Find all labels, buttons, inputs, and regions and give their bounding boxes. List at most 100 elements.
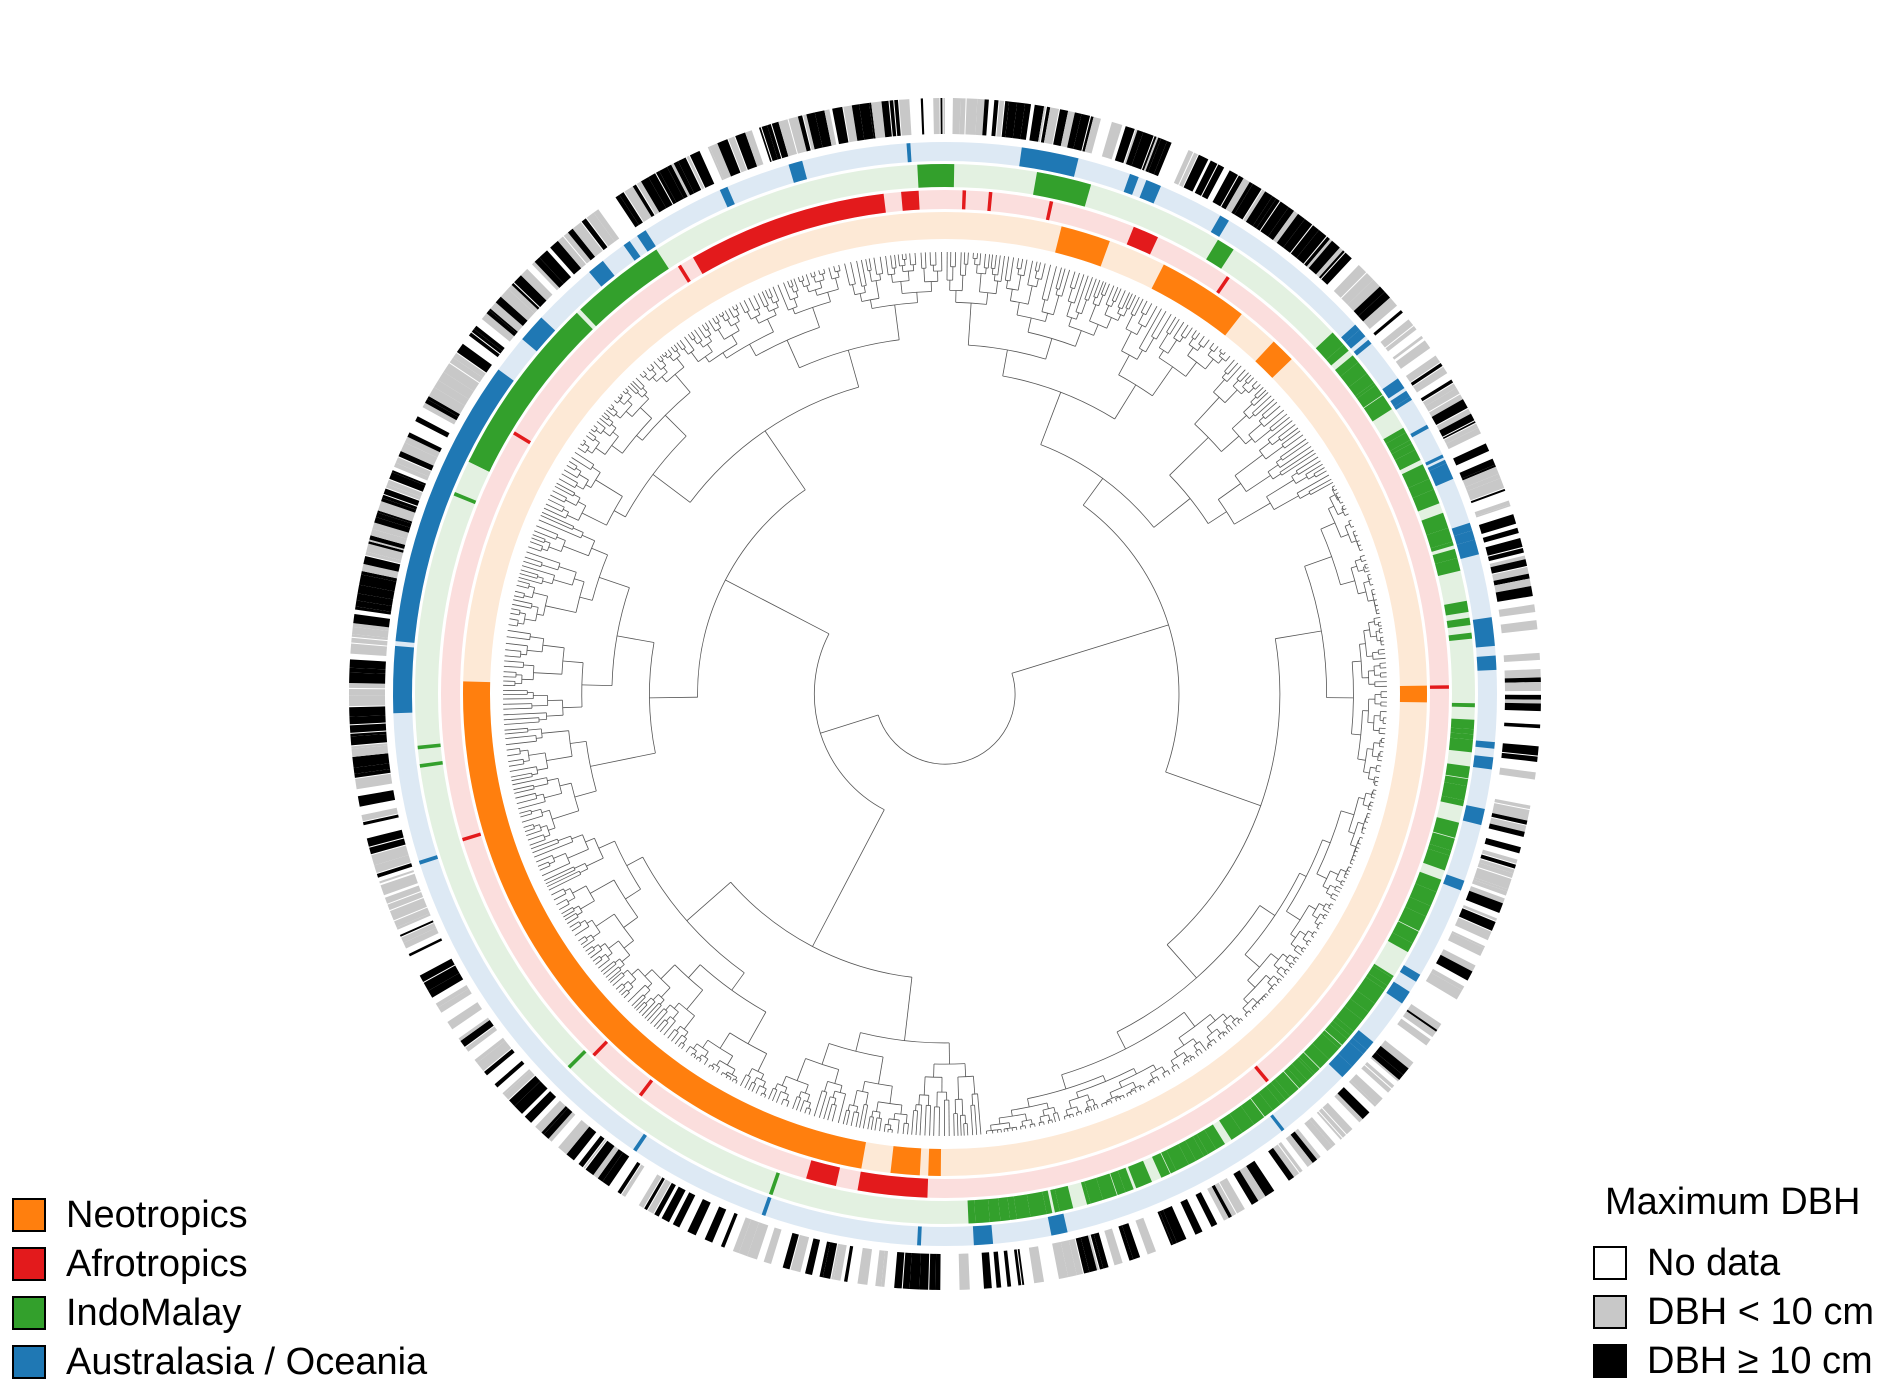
tree-branch <box>924 280 938 283</box>
tree-branch <box>599 577 630 588</box>
tree-branch <box>651 369 657 375</box>
indomalay-segment <box>1258 1086 1281 1111</box>
tree-branch <box>735 1080 738 1084</box>
tree-branch <box>865 259 869 271</box>
tree-branch <box>635 391 639 394</box>
dbh-small-mark <box>548 1112 576 1142</box>
tree-branch <box>1374 624 1379 626</box>
tree-branch <box>834 1090 846 1095</box>
tree-branch <box>1357 758 1366 761</box>
tree-branch <box>523 613 526 625</box>
dbh-large-mark <box>486 310 517 337</box>
tree-branch <box>1247 377 1254 384</box>
tree-branch <box>1280 438 1307 458</box>
dbh-large-mark <box>1493 573 1530 586</box>
dbh-small-mark <box>745 130 764 167</box>
tree-branch <box>1232 1017 1238 1023</box>
dbh-large-mark <box>1211 1184 1232 1219</box>
tree-branch <box>863 285 866 293</box>
dbh-large-mark <box>1436 954 1473 981</box>
tree-branch <box>548 546 562 552</box>
tree-branch <box>504 721 540 725</box>
dbh-small-mark <box>778 119 797 157</box>
tree-branch <box>577 501 586 507</box>
dbh-small-mark <box>1469 886 1505 904</box>
tree-branch <box>605 966 619 978</box>
tree-branch <box>1282 441 1309 461</box>
dbh-large-mark <box>602 1152 630 1187</box>
dbh-large-mark <box>935 1253 941 1290</box>
tree-branch <box>1087 1094 1091 1101</box>
tree-branch <box>573 905 579 910</box>
tree-branch <box>870 1116 874 1118</box>
tree-branch <box>1288 965 1293 969</box>
dbh-large-mark <box>471 329 503 354</box>
dbh-large-mark <box>1180 1199 1203 1235</box>
tree-branch <box>831 1105 837 1122</box>
tree-branch <box>579 919 586 924</box>
tree-branch <box>573 866 576 871</box>
dbh-large-mark <box>1480 854 1516 869</box>
australasia-segment <box>589 260 615 287</box>
dbh-small-mark <box>1475 504 1511 518</box>
tree-branch <box>659 1022 669 1033</box>
tree-branch <box>1041 263 1046 280</box>
tree-branch <box>1274 983 1278 987</box>
tree-branch <box>552 490 567 499</box>
tree-branch <box>920 252 923 269</box>
dbh-large-mark <box>567 228 596 261</box>
dbh-large-mark <box>419 958 455 982</box>
dbh-small-mark <box>349 683 386 689</box>
tree-branch <box>592 955 600 962</box>
tree-branch <box>567 848 589 859</box>
tree-branch <box>1359 836 1363 839</box>
indomalay-segment <box>1444 600 1469 616</box>
indomalay-segment <box>1166 1144 1189 1171</box>
tree-branch <box>1311 931 1315 937</box>
dbh-large-mark <box>1252 196 1277 229</box>
tree-branch <box>632 380 642 390</box>
dbh-small-mark <box>671 163 691 197</box>
dbh-large-mark <box>1465 890 1503 914</box>
tree-branch <box>1126 1093 1129 1097</box>
dbh-large-mark <box>1442 421 1476 440</box>
tree-branch <box>508 758 524 762</box>
dbh-small-mark <box>1214 1182 1237 1217</box>
tree-branch <box>1195 1051 1199 1057</box>
dbh-large-mark <box>1080 1235 1098 1273</box>
dbh-large-mark <box>617 1161 641 1195</box>
tree-branch <box>1217 1035 1222 1040</box>
dbh-small-mark <box>1430 968 1465 991</box>
tree-branch <box>1380 637 1382 644</box>
dbh-small-mark <box>636 181 660 215</box>
tree-branch <box>1375 770 1381 773</box>
dbh-small-mark <box>1038 106 1046 143</box>
tree-branch <box>804 1084 809 1094</box>
tree-branch <box>569 921 580 928</box>
tree-branch <box>1086 1101 1089 1108</box>
tree-branch <box>1227 362 1239 375</box>
tree-branch <box>806 1094 811 1102</box>
tree-branch <box>1373 618 1376 626</box>
tree-branch <box>527 728 542 731</box>
dbh-large-mark <box>981 1252 992 1289</box>
dbh-small-mark <box>1474 867 1512 890</box>
tree-branch <box>547 778 559 782</box>
tree-branch <box>878 1056 884 1085</box>
australasia-segment <box>1394 396 1413 410</box>
tree-branch <box>611 406 615 411</box>
tree-branch <box>1152 1080 1155 1084</box>
dbh-large-mark <box>489 308 518 334</box>
tree-branch <box>923 268 925 282</box>
tree-branch <box>820 714 879 734</box>
dbh-large-mark <box>678 157 702 194</box>
tree-branch <box>1176 1064 1180 1069</box>
tree-branch <box>765 289 770 299</box>
tree-branch <box>1267 982 1273 987</box>
tree-branch <box>1216 1028 1222 1034</box>
tree-branch <box>813 1090 823 1117</box>
dbh-small-mark <box>447 1002 483 1030</box>
dbh-large-mark <box>349 706 386 717</box>
tree-branch <box>971 1094 974 1106</box>
indomalay-segment <box>1161 1150 1177 1174</box>
